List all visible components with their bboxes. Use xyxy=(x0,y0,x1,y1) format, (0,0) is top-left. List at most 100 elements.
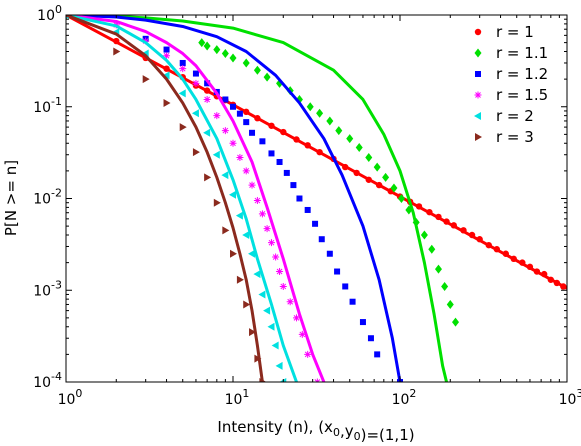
data-point xyxy=(446,299,454,309)
legend-item: r = 1 xyxy=(474,23,534,41)
data-point xyxy=(474,28,482,36)
data-point xyxy=(243,108,250,116)
legend-label: r = 1 xyxy=(496,23,534,41)
y-tick-label: 10-4 xyxy=(33,370,62,391)
data-point xyxy=(382,172,390,182)
legend-item: r = 2 xyxy=(474,107,534,125)
y-tick-label: 100 xyxy=(37,3,62,24)
data-point xyxy=(221,171,229,180)
data-point xyxy=(204,80,211,87)
data-point xyxy=(179,65,187,73)
data-point xyxy=(293,136,300,143)
data-point xyxy=(365,176,372,183)
data-point xyxy=(316,108,324,118)
data-point xyxy=(526,263,534,271)
data-point xyxy=(476,236,483,243)
data-point xyxy=(306,102,314,112)
data-point xyxy=(420,230,428,240)
data-point xyxy=(229,53,237,63)
data-point xyxy=(248,181,256,189)
data-point xyxy=(258,210,266,218)
data-point xyxy=(349,298,356,305)
tick-labels-layer: 100 101 102 103 100 10-1 10-2 10-3 10-4 xyxy=(33,3,581,408)
data-point xyxy=(213,198,221,207)
data-point xyxy=(326,116,334,126)
data-point xyxy=(298,330,306,338)
data-point xyxy=(254,354,262,363)
data-point xyxy=(415,203,423,210)
data-point xyxy=(253,197,261,205)
data-point xyxy=(230,103,236,110)
legend-item: r = 3 xyxy=(475,128,534,146)
y-axis-title: P[N >= n] xyxy=(2,160,20,236)
data-point xyxy=(192,70,199,77)
data-point xyxy=(397,194,405,203)
legend-item: r = 1.5 xyxy=(474,86,548,104)
data-point xyxy=(242,167,250,175)
data-point xyxy=(304,206,311,213)
series-5 xyxy=(66,15,298,382)
data-point xyxy=(434,264,442,274)
data-point xyxy=(268,150,275,157)
data-point xyxy=(510,255,517,263)
data-point xyxy=(267,322,275,331)
data-point xyxy=(304,142,311,149)
data-point xyxy=(268,122,275,129)
fit-line xyxy=(66,15,449,382)
data-point xyxy=(374,351,381,358)
fit-line xyxy=(66,15,402,382)
data-point xyxy=(276,268,284,276)
data-point xyxy=(460,227,467,234)
data-point xyxy=(533,268,541,275)
data-point xyxy=(475,133,482,141)
data-point xyxy=(435,213,442,221)
data-point xyxy=(212,150,220,159)
data-point xyxy=(560,283,567,290)
data-point xyxy=(192,79,200,87)
data-point xyxy=(179,123,187,132)
data-point xyxy=(474,112,481,120)
data-point xyxy=(485,241,492,249)
data-point xyxy=(342,163,349,171)
legend-label: r = 1.2 xyxy=(496,65,548,83)
data-point xyxy=(254,115,261,122)
legend-item: r = 1.1 xyxy=(474,44,548,62)
data-point xyxy=(272,253,280,261)
data-point xyxy=(204,173,212,182)
data-point xyxy=(367,335,374,342)
data-point xyxy=(236,275,244,284)
data-point xyxy=(259,138,266,145)
data-point xyxy=(229,139,237,147)
y-tick-label: 10-3 xyxy=(33,278,62,299)
data-point xyxy=(221,49,229,59)
data-point xyxy=(318,236,325,243)
data-point xyxy=(249,328,257,337)
fit-line xyxy=(66,15,298,382)
data-point xyxy=(519,259,526,266)
data-point xyxy=(493,246,501,253)
y-tick-label: 10-1 xyxy=(33,95,62,116)
legend-label: r = 3 xyxy=(496,128,534,146)
series-3 xyxy=(66,15,403,382)
data-point xyxy=(304,350,312,358)
fit-line xyxy=(66,15,326,382)
data-point xyxy=(213,45,221,55)
data-point xyxy=(375,181,383,189)
data-point xyxy=(279,282,287,290)
data-point xyxy=(242,58,250,68)
x-axis-title: Intensity (n), (x0,y0)=(1,1) xyxy=(217,418,414,444)
data-point xyxy=(441,281,449,291)
data-point xyxy=(359,319,366,326)
legend-label: r = 1.5 xyxy=(496,86,548,104)
data-point xyxy=(203,128,211,137)
data-point xyxy=(191,109,199,118)
data-point xyxy=(163,98,171,107)
data-point xyxy=(443,218,450,225)
data-point xyxy=(249,129,256,136)
data-point xyxy=(346,134,354,144)
data-point xyxy=(474,91,482,99)
data-point xyxy=(222,96,229,103)
data-point xyxy=(540,270,548,278)
data-point xyxy=(365,152,373,162)
